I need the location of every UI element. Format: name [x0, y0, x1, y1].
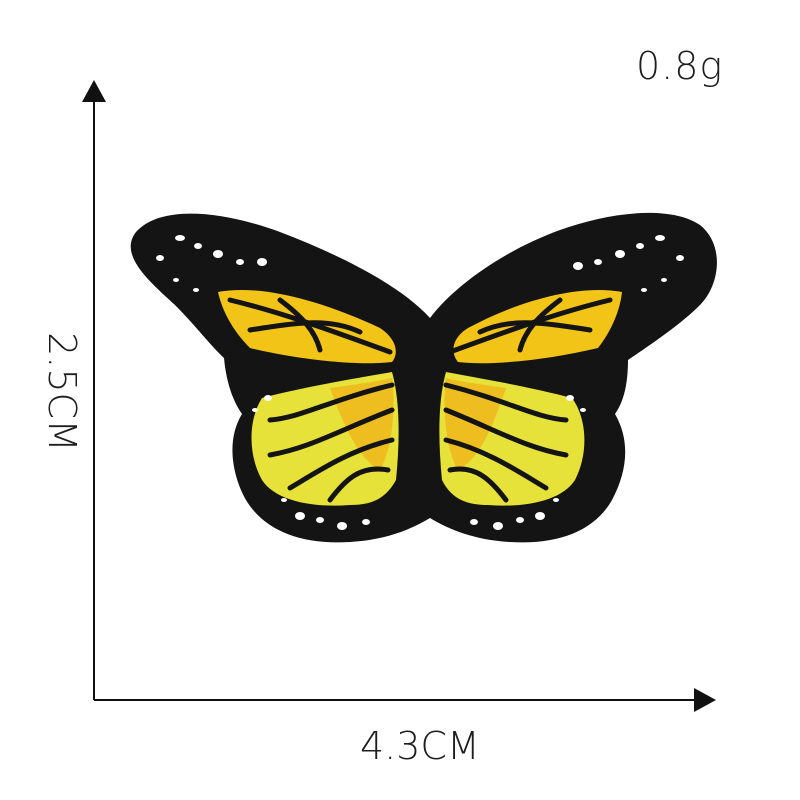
- weight-label: 0.8g: [636, 44, 724, 88]
- butterfly-patch-icon: [130, 212, 717, 543]
- vertical-axis-arrow-icon: [82, 80, 106, 102]
- height-dimension-label: 2.5CM: [40, 332, 84, 452]
- horizontal-axis-arrow-icon: [694, 688, 716, 712]
- width-dimension-label: 4.3CM: [360, 724, 480, 768]
